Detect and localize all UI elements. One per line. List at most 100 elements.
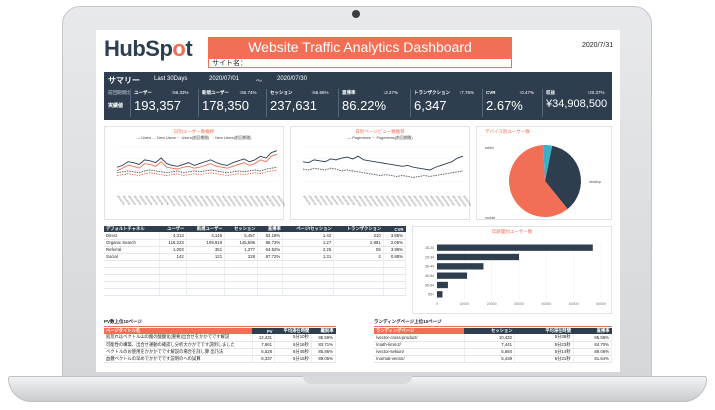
table-row: /vector-sekiun/5,684 5分14秒 89.06% xyxy=(374,348,613,356)
x-tick-label: 20200709 xyxy=(346,194,356,206)
y-tick-label: 25-34 xyxy=(425,255,434,259)
table-cell xyxy=(333,274,384,282)
date-range-select[interactable]: Last 30Days xyxy=(154,76,188,82)
x-tick-label: 202007019 xyxy=(401,194,412,207)
kpi-value: 178,350 xyxy=(202,98,249,113)
kpi-users: ユーザー ↑56.33% 193,357 xyxy=(130,89,194,117)
table-cell: 5分16秒 xyxy=(274,341,312,349)
site-name-field[interactable]: サイト名： xyxy=(208,58,512,68)
table-cell: 84.70% xyxy=(573,341,613,349)
date-from[interactable]: 2020/07/01 xyxy=(209,76,240,82)
column-header[interactable]: ページ/セッション xyxy=(282,226,334,232)
column-header[interactable]: 新規ユーザー xyxy=(186,226,225,232)
bar xyxy=(437,263,484,270)
dashboard-screen: HubSpot Website Traffic Analytics Dashbo… xyxy=(96,30,620,372)
kpi-bounce-rate: 直帰率 ↓2.27% 86.22% xyxy=(338,89,406,117)
chart-legend: — Users — New Users ··· Users(前回期間) ··· … xyxy=(136,136,252,140)
table-cell: Organic Search xyxy=(104,239,160,247)
table-row: /normal-vector/5,439 5分31秒 81.64% xyxy=(374,355,613,363)
x-tick-label: 202007027 xyxy=(260,194,271,207)
x-tick-label: 202007022 xyxy=(418,194,429,207)
table-cell: 1.31 xyxy=(282,253,335,261)
x-tick-label: 202007015 xyxy=(379,194,390,207)
x-tick-label: 202007030 xyxy=(462,194,471,207)
x-tick-label: 202007020 xyxy=(407,194,418,207)
table-cell: 85.86% xyxy=(311,348,337,356)
table-cell: 5,439 xyxy=(464,355,516,363)
kpi-value: 86.22% xyxy=(342,98,387,113)
table-row: Referral 1,003 351 1,377 64.52% 2.25 55 3.99% xyxy=(104,246,407,254)
column-header[interactable]: セッション xyxy=(224,226,258,232)
column-header[interactable]: 平均滞在時間 xyxy=(274,328,312,334)
column-header[interactable]: ユーザー xyxy=(159,226,187,232)
table-cell xyxy=(333,281,384,289)
kpi-change: ↑56.33% xyxy=(171,90,189,95)
table-row xyxy=(104,281,407,289)
kpi-revenue: 収益 ↑20.37% ¥34,908,500 xyxy=(542,89,610,117)
series-line xyxy=(116,153,278,172)
x-tick-label: 0 xyxy=(436,302,438,306)
table-cell: 5,457 xyxy=(224,232,258,240)
table-cell: ベクトルのお使用をかかかでです解説の場合を詳し算 出乃法 xyxy=(104,348,253,356)
x-tick-label: 202007010 xyxy=(166,194,177,207)
y-tick-label: 65+ xyxy=(428,293,434,297)
chart-title: 年齢層別ユーザー数 xyxy=(491,229,533,234)
x-tick-label: 20200709 xyxy=(160,194,170,206)
column-header[interactable]: セッション xyxy=(464,328,515,334)
column-header[interactable]: 直帰率 xyxy=(257,226,283,232)
column-header[interactable]: PV xyxy=(252,328,275,334)
x-tick-label: 202007013 xyxy=(182,194,193,207)
column-header[interactable]: デフォルトチャネル xyxy=(104,226,160,232)
table-cell xyxy=(186,281,226,289)
x-tick-label: 202007026 xyxy=(254,194,265,207)
bar xyxy=(437,291,443,298)
x-tick-label: 202007029 xyxy=(457,194,468,207)
pie-slice xyxy=(509,145,568,217)
table-cell: 6分49秒 xyxy=(274,348,312,356)
x-tick-label: 202007011 xyxy=(171,194,182,207)
column-header[interactable]: ランディングページ xyxy=(374,328,465,334)
table-cell: 5分38秒 xyxy=(514,334,574,342)
kpi-value: 193,357 xyxy=(134,98,181,113)
daily-pageviews-chart: 日別ページビュー数推移 — Pageviews ··· Pageviews(前回… xyxy=(290,126,471,220)
y-tick-label: 55-64 xyxy=(425,283,434,287)
x-tick-label: 202007029 xyxy=(271,194,282,207)
column-header[interactable]: トランザクション xyxy=(333,226,384,232)
pv-title-underline xyxy=(104,326,336,327)
date-to[interactable]: 2020/07/30 xyxy=(277,76,308,82)
kpi-value: 6,347 xyxy=(414,98,447,113)
table-cell: 87.72% xyxy=(257,253,284,261)
table-cell: 10,432 xyxy=(464,334,516,342)
column-header[interactable]: CVR xyxy=(383,226,406,232)
table-cell: 2.05% xyxy=(383,239,407,247)
x-tick-label: 202007021 xyxy=(227,194,238,207)
table-cell xyxy=(186,288,226,296)
table-cell xyxy=(104,274,160,282)
table-cell: /vector-sekiun/ xyxy=(374,348,465,356)
column-header[interactable]: ページタイトル名 xyxy=(104,328,253,334)
x-tick-label: 202007023 xyxy=(424,194,435,207)
table-cell: 2,981 xyxy=(333,239,384,247)
table-cell xyxy=(282,288,335,296)
pie-label: mobile xyxy=(485,216,495,220)
x-tick-label: 202007030 xyxy=(276,194,285,207)
date-separator: 〜 xyxy=(256,79,263,85)
table-cell: 118,223 xyxy=(159,239,187,247)
table-cell: Social xyxy=(104,253,160,261)
table-cell: 5,684 xyxy=(464,348,516,356)
table-cell: 145,595 xyxy=(224,239,258,247)
table-cell xyxy=(159,274,187,282)
x-tick-label: 202007028 xyxy=(451,194,462,207)
x-tick-label: 202007011 xyxy=(357,194,368,207)
users-line-plot: 2020070120200702202007032020070420200705… xyxy=(116,146,285,208)
report-date: 2020/7/31 xyxy=(582,42,614,49)
summary-panel: サマリー Last 30Days 2020/07/01 〜 2020/07/30… xyxy=(104,72,612,120)
column-header[interactable]: 直帰率 xyxy=(573,328,612,334)
table-cell xyxy=(186,267,226,275)
pie-slice xyxy=(543,145,553,181)
table-cell xyxy=(282,260,335,268)
bar xyxy=(437,253,519,261)
table-cell: 83.71% xyxy=(311,341,337,349)
column-header[interactable]: 平均滞在時間 xyxy=(514,328,574,334)
column-header[interactable]: 離脱率 xyxy=(311,328,336,334)
